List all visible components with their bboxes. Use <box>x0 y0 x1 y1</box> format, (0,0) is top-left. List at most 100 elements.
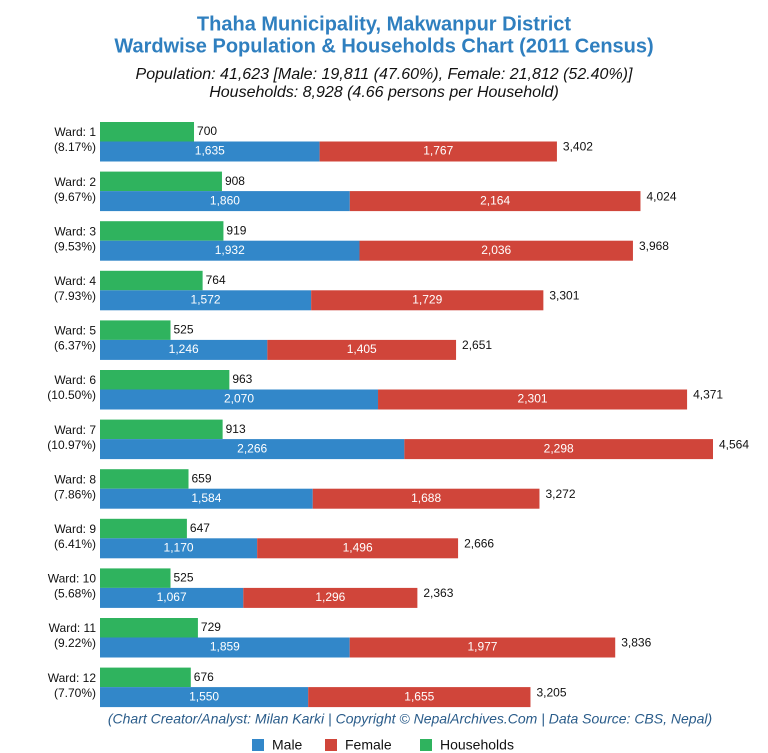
total-label: 4,024 <box>646 189 676 203</box>
household-bar <box>100 370 230 390</box>
value-label: 919 <box>226 223 246 237</box>
category-sublabel: (8.17%) <box>54 140 96 154</box>
value-label: 647 <box>190 521 210 535</box>
category-sublabel: (9.53%) <box>54 239 96 253</box>
category-label: Ward: 7 <box>54 423 96 437</box>
total-label: 3,301 <box>549 288 579 302</box>
value-label: 1,635 <box>195 144 225 158</box>
total-label: 4,564 <box>719 437 749 451</box>
population-bar <box>308 687 531 708</box>
total-label: 3,402 <box>563 140 593 154</box>
category-sublabel: (6.41%) <box>54 537 96 551</box>
population-bar <box>100 290 312 311</box>
household-bar <box>100 469 189 489</box>
population-bar <box>100 439 405 460</box>
category-sublabel: (9.67%) <box>54 190 96 204</box>
value-label: 1,550 <box>189 689 219 703</box>
category-sublabel: (9.22%) <box>54 636 96 650</box>
household-bar <box>100 667 191 688</box>
population-bar <box>100 389 379 410</box>
household-bar <box>100 122 195 142</box>
population-bar <box>312 488 540 509</box>
value-label: 1,859 <box>210 640 240 654</box>
population-bar <box>349 637 616 658</box>
population-bar <box>378 389 688 410</box>
value-label: 1,296 <box>315 590 345 604</box>
value-label: 913 <box>226 422 246 436</box>
household-bar <box>100 171 222 192</box>
total-label: 3,205 <box>536 685 566 699</box>
value-label: 963 <box>232 372 252 386</box>
total-label: 3,968 <box>639 239 669 253</box>
value-label: 2,070 <box>224 392 254 406</box>
legend-label: Female <box>345 737 392 753</box>
category-sublabel: (7.70%) <box>54 686 96 700</box>
value-label: 2,298 <box>544 441 574 455</box>
value-label: 1,977 <box>467 640 497 654</box>
population-bar <box>257 538 459 559</box>
category-label: Ward: 4 <box>54 274 96 288</box>
total-label: 3,272 <box>545 487 575 501</box>
value-label: 659 <box>192 471 212 485</box>
value-label: 2,164 <box>480 193 510 207</box>
value-label: 1,170 <box>164 540 194 554</box>
population-bar <box>100 637 350 658</box>
legend-swatch <box>252 739 264 751</box>
household-bar <box>100 518 187 539</box>
household-bar <box>100 221 224 241</box>
total-label: 2,363 <box>423 586 453 600</box>
category-label: Ward: 1 <box>54 125 96 139</box>
value-label: 1,767 <box>423 144 453 158</box>
credit: (Chart Creator/Analyst: Milan Karki | Co… <box>108 711 712 727</box>
total-label: 4,371 <box>693 388 723 402</box>
category-sublabel: (10.50%) <box>47 388 96 402</box>
household-bar <box>100 618 198 638</box>
value-label: 525 <box>174 323 194 337</box>
total-label: 2,666 <box>464 536 494 550</box>
legend-swatch <box>420 739 432 751</box>
category-label: Ward: 3 <box>54 224 96 238</box>
category-label: Ward: 2 <box>54 175 96 189</box>
chart-subtitle: Population: 41,623 [Male: 19,811 (47.60%… <box>136 66 633 83</box>
legend-swatch <box>325 739 337 751</box>
household-bar <box>100 568 171 588</box>
value-label: 1,496 <box>343 540 373 554</box>
population-bar <box>100 488 313 509</box>
chart-title: Thaha Municipality, Makwanpur District <box>197 13 571 35</box>
population-bar <box>100 141 320 162</box>
household-bar <box>100 270 203 291</box>
category-sublabel: (10.97%) <box>47 438 96 452</box>
value-label: 700 <box>197 124 217 138</box>
value-label: 1,932 <box>215 243 245 257</box>
value-label: 676 <box>194 670 214 684</box>
category-sublabel: (5.68%) <box>54 587 96 601</box>
population-bar <box>100 240 360 261</box>
category-sublabel: (6.37%) <box>54 339 96 353</box>
value-label: 1,729 <box>412 292 442 306</box>
value-label: 1,688 <box>411 491 441 505</box>
value-label: 764 <box>206 273 226 287</box>
population-bar <box>100 687 309 708</box>
population-bar <box>267 339 457 360</box>
population-bar <box>311 290 544 311</box>
value-label: 2,036 <box>481 243 511 257</box>
total-label: 2,651 <box>462 338 492 352</box>
household-bar <box>100 320 171 340</box>
population-bar <box>100 538 258 559</box>
value-label: 1,860 <box>210 193 240 207</box>
category-label: Ward: 6 <box>54 373 96 387</box>
category-label: Ward: 9 <box>54 522 96 536</box>
chart-subtitle: Households: 8,928 (4.66 persons per Hous… <box>209 84 559 101</box>
category-label: Ward: 8 <box>54 472 96 486</box>
value-label: 1,655 <box>404 689 434 703</box>
value-label: 1,405 <box>347 342 377 356</box>
population-bar <box>100 587 244 608</box>
population-bar <box>359 240 633 261</box>
population-bar <box>349 191 641 212</box>
value-label: 1,572 <box>191 292 221 306</box>
household-bar <box>100 419 223 440</box>
population-bar <box>243 587 418 608</box>
value-label: 2,301 <box>518 392 548 406</box>
category-sublabel: (7.93%) <box>54 289 96 303</box>
